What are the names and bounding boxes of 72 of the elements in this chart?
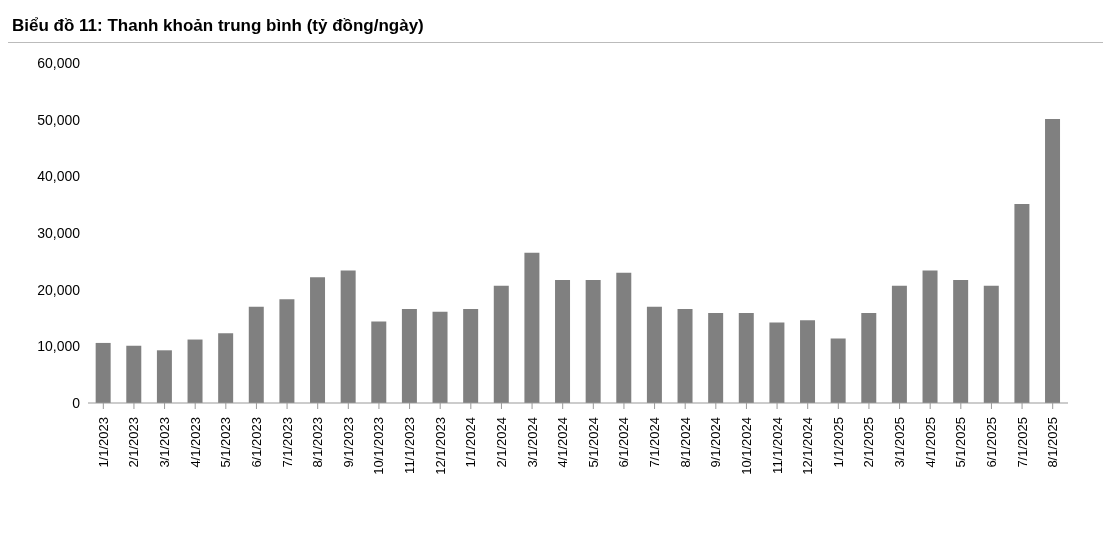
bar xyxy=(463,308,479,403)
y-tick-label: 60,000 xyxy=(37,54,81,71)
x-tick-label: 3/1/2025 xyxy=(892,417,908,468)
bar xyxy=(156,350,172,403)
x-tick-label: 2/1/2024 xyxy=(493,417,509,468)
bar xyxy=(310,277,326,403)
x-tick-label: 8/1/2024 xyxy=(677,417,693,468)
x-tick-label: 7/1/2024 xyxy=(647,417,663,468)
bar xyxy=(616,272,632,403)
x-tick-label: 9/1/2023 xyxy=(340,417,356,468)
bar xyxy=(95,342,111,403)
bar xyxy=(1045,119,1061,403)
bar xyxy=(922,270,938,403)
x-tick-label: 7/1/2023 xyxy=(279,417,295,468)
y-tick-label: 0 xyxy=(72,394,81,411)
bar xyxy=(1014,204,1030,403)
y-tick-label: 30,000 xyxy=(37,224,81,241)
x-tick-label: 1/1/2025 xyxy=(830,417,846,468)
x-tick-label: 1/1/2023 xyxy=(95,417,111,468)
x-tick-label: 12/1/2023 xyxy=(432,417,448,475)
bar xyxy=(738,312,754,403)
x-tick-label: 6/1/2023 xyxy=(248,417,264,468)
bar xyxy=(371,321,387,403)
bar xyxy=(800,320,816,403)
bar xyxy=(493,285,509,403)
x-tick-label: 1/1/2024 xyxy=(463,417,479,468)
y-tick-label: 40,000 xyxy=(37,168,81,185)
bar xyxy=(126,345,142,403)
bar xyxy=(769,322,785,403)
x-tick-label: 3/1/2023 xyxy=(157,417,173,468)
bar xyxy=(524,252,540,403)
bar xyxy=(953,280,969,403)
x-tick-label: 4/1/2023 xyxy=(187,417,203,468)
x-tick-label: 8/1/2025 xyxy=(1045,417,1061,468)
x-tick-label: 4/1/2024 xyxy=(555,417,571,468)
x-tick-label: 5/1/2024 xyxy=(585,417,601,468)
x-tick-label: 8/1/2023 xyxy=(310,417,326,468)
bar xyxy=(555,280,571,403)
x-tick-label: 4/1/2025 xyxy=(922,417,938,468)
bar xyxy=(830,338,846,403)
bar xyxy=(432,311,448,403)
bar xyxy=(279,299,295,403)
bar xyxy=(187,339,203,403)
bar xyxy=(983,285,999,403)
x-tick-label: 5/1/2023 xyxy=(218,417,234,468)
bar xyxy=(677,308,693,403)
x-tick-label: 6/1/2025 xyxy=(983,417,999,468)
x-tick-label: 9/1/2024 xyxy=(708,417,724,468)
x-tick-label: 2/1/2025 xyxy=(861,417,877,468)
bar xyxy=(646,306,662,403)
bar xyxy=(891,285,907,403)
y-tick-label: 20,000 xyxy=(37,281,81,298)
x-tick-label: 7/1/2025 xyxy=(1014,417,1030,468)
x-tick-label: 11/1/2023 xyxy=(402,417,418,474)
x-tick-label: 6/1/2024 xyxy=(616,417,632,468)
y-tick-label: 10,000 xyxy=(37,338,81,355)
x-tick-label: 10/1/2023 xyxy=(371,417,387,475)
chart-title: Biểu đồ 11: Thanh khoản trung bình (tỷ đồng/ngày) xyxy=(8,8,1103,43)
y-tick-label: 50,000 xyxy=(37,111,81,128)
bar xyxy=(248,306,264,403)
bar xyxy=(708,312,724,403)
bar xyxy=(861,312,877,403)
x-tick-label: 2/1/2023 xyxy=(126,417,142,468)
x-tick-label: 5/1/2025 xyxy=(953,417,969,468)
bar xyxy=(218,333,234,403)
bar xyxy=(401,308,417,403)
x-tick-label: 3/1/2024 xyxy=(524,417,540,468)
bar xyxy=(585,280,601,403)
x-tick-label: 12/1/2024 xyxy=(800,417,816,475)
x-tick-label: 11/1/2024 xyxy=(769,417,785,474)
bar xyxy=(340,270,356,403)
x-tick-label: 10/1/2024 xyxy=(738,417,754,475)
